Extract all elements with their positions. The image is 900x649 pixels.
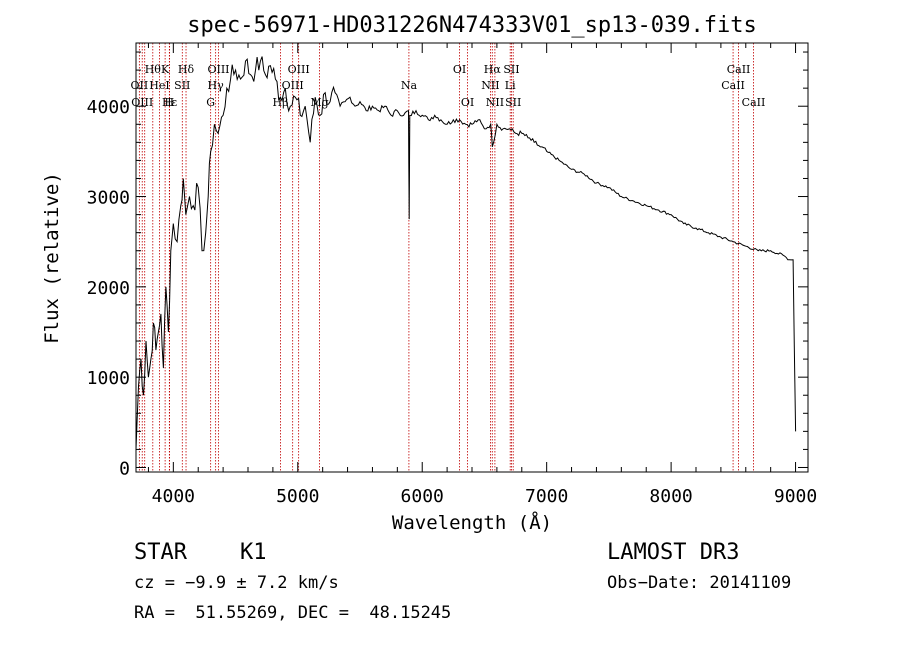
spectral-line-labels: OIIOIIIHθHeIKHHεSIIHδGHγOIIIHβOIIIOIIIMg… — [131, 63, 766, 109]
line-marker-label: Hθ — [145, 63, 162, 76]
line-marker-label: H — [165, 96, 175, 109]
x-tick-label: 9000 — [774, 486, 817, 507]
x-tick-label: 5000 — [276, 486, 319, 507]
x-tick-label: 8000 — [649, 486, 692, 507]
y-axis-ticks: 0 1000 2000 3000 4000 — [87, 51, 808, 479]
line-marker-label: Hε — [162, 96, 178, 109]
x-tick-label: 6000 — [401, 486, 444, 507]
x-tick-label: 7000 — [525, 486, 568, 507]
coordinates: RA = 51.55269, DEC = 48.15245 — [134, 603, 452, 623]
line-marker-label: SII — [503, 63, 519, 76]
y-tick-label: 3000 — [87, 188, 130, 209]
line-marker-label: Hβ — [273, 96, 289, 109]
line-marker-label: OIII — [207, 63, 229, 76]
x-tick-label: 4000 — [152, 486, 195, 507]
line-marker-label: SII — [505, 96, 521, 109]
line-marker-label: K — [161, 63, 170, 76]
line-marker-label: OII — [131, 79, 149, 92]
y-axis-label: Flux (relative) — [41, 172, 63, 344]
line-marker-label: OIII — [288, 63, 310, 76]
line-marker-label: NII — [481, 79, 499, 92]
redshift-velocity: cz = −9.9 ± 7.2 km/s — [134, 573, 339, 593]
x-axis-label: Wavelength (Å) — [392, 511, 552, 534]
line-marker-label: Hα — [484, 63, 502, 76]
object-class: STAR — [134, 540, 187, 565]
object-subclass: K1 — [240, 540, 267, 565]
survey-name: LAMOST DR3 — [607, 540, 740, 565]
line-marker-label: Hδ — [178, 63, 195, 76]
line-marker-label: Li — [505, 79, 516, 92]
y-tick-label: 0 — [119, 458, 130, 479]
y-tick-label: 2000 — [87, 278, 130, 299]
line-marker-label: G — [206, 96, 215, 109]
observation-date: Obs−Date: 20141109 — [607, 573, 792, 593]
line-marker-label: CaII — [742, 96, 766, 109]
line-marker-label: Hγ — [208, 79, 225, 92]
y-tick-label: 1000 — [87, 368, 130, 389]
spectrum-line — [135, 56, 797, 450]
spectral-line-markers — [138, 43, 754, 472]
y-tick-label: 4000 — [87, 97, 130, 118]
line-marker-label: SII — [174, 79, 190, 92]
line-marker-label: CaII — [721, 79, 745, 92]
line-marker-label: HeI — [149, 79, 169, 92]
line-marker-label: CaII — [727, 63, 751, 76]
line-marker-label: OIII — [282, 79, 304, 92]
chart-title: spec-56971-HD031226N474333V01_sp13-039.f… — [187, 13, 757, 38]
line-marker-label: OIII — [131, 96, 153, 109]
line-marker-label: Na — [401, 79, 418, 92]
line-marker-label: NII — [486, 96, 504, 109]
line-marker-label: OI — [453, 63, 466, 76]
x-axis-ticks: 4000 5000 6000 7000 8000 9000 — [147, 43, 817, 507]
line-marker-label: OI — [461, 96, 474, 109]
